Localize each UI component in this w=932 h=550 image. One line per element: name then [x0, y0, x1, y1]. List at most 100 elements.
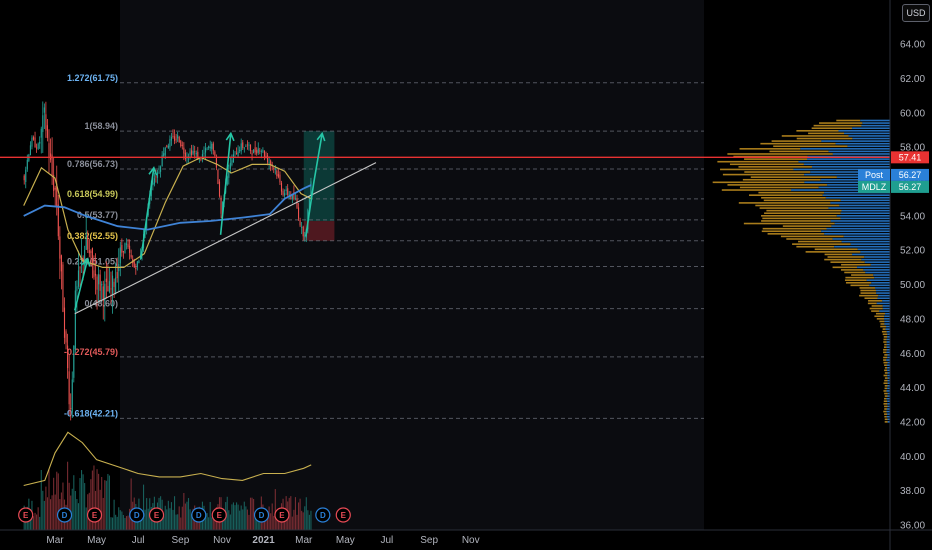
candle-body[interactable]	[79, 267, 81, 269]
candle-body[interactable]	[77, 270, 80, 287]
trendline[interactable]	[74, 162, 377, 315]
candle-body[interactable]	[257, 148, 259, 153]
candle-body[interactable]	[107, 285, 109, 292]
candle-body[interactable]	[262, 150, 264, 152]
candle-body[interactable]	[229, 162, 231, 169]
candle-body[interactable]	[105, 278, 107, 283]
candle-body[interactable]	[287, 188, 289, 195]
candle-body[interactable]	[253, 149, 255, 154]
trend-arrow[interactable]	[219, 133, 232, 235]
candle-body[interactable]	[228, 171, 230, 178]
candle-body[interactable]	[232, 154, 235, 163]
candle-body[interactable]	[45, 114, 47, 131]
candle-body[interactable]	[110, 288, 112, 290]
candle-body[interactable]	[263, 150, 266, 157]
candle-body[interactable]	[122, 251, 124, 253]
candle-body[interactable]	[136, 261, 138, 268]
candle-body[interactable]	[169, 139, 171, 148]
candle-body[interactable]	[101, 284, 103, 286]
candle-body[interactable]	[54, 187, 56, 190]
candle-body[interactable]	[254, 147, 256, 153]
position-loss-zone[interactable]	[303, 221, 335, 241]
candle-body[interactable]	[180, 140, 182, 147]
candle-body[interactable]	[284, 193, 286, 196]
earnings-marker[interactable]	[274, 507, 290, 523]
candle-body[interactable]	[138, 260, 140, 263]
candle-body[interactable]	[267, 155, 269, 163]
candle-body[interactable]	[226, 176, 228, 185]
candle-body[interactable]	[293, 192, 295, 200]
candle-body[interactable]	[127, 244, 129, 248]
candle-body[interactable]	[59, 236, 61, 259]
candle-body[interactable]	[163, 153, 165, 157]
candle-body[interactable]	[203, 152, 205, 154]
candle-body[interactable]	[71, 379, 73, 413]
candle-body[interactable]	[234, 151, 236, 153]
candle-body[interactable]	[42, 115, 44, 133]
candle-body[interactable]	[166, 145, 168, 147]
candle-body[interactable]	[310, 181, 312, 196]
candle-body[interactable]	[270, 160, 272, 165]
candle-body[interactable]	[277, 174, 279, 177]
candle-body[interactable]	[299, 220, 301, 226]
candle-body[interactable]	[81, 257, 83, 266]
candle-body[interactable]	[301, 226, 303, 228]
candle-body[interactable]	[192, 151, 194, 154]
candle-body[interactable]	[32, 137, 35, 140]
candle-body[interactable]	[158, 171, 160, 173]
candle-body[interactable]	[246, 144, 248, 146]
candle-body[interactable]	[119, 247, 121, 264]
candle-body[interactable]	[70, 407, 72, 409]
candle-body[interactable]	[201, 154, 204, 158]
candle-body[interactable]	[211, 143, 213, 149]
layer-candles[interactable]	[23, 101, 312, 421]
candle-body[interactable]	[63, 307, 66, 338]
candle-body[interactable]	[161, 155, 163, 167]
candle-body[interactable]	[214, 151, 216, 156]
candle-body[interactable]	[276, 170, 278, 176]
candle-body[interactable]	[98, 274, 100, 285]
candle-body[interactable]	[172, 135, 174, 137]
candle-body[interactable]	[68, 371, 70, 405]
earnings-marker[interactable]	[86, 507, 103, 523]
candle-body[interactable]	[285, 189, 287, 191]
candle-body[interactable]	[175, 138, 177, 140]
candle-body[interactable]	[76, 286, 78, 291]
candle-body[interactable]	[29, 145, 31, 156]
candle-body[interactable]	[108, 281, 111, 292]
candle-body[interactable]	[67, 345, 69, 369]
candle-body[interactable]	[240, 143, 242, 152]
candle-body[interactable]	[104, 283, 106, 302]
candle-body[interactable]	[197, 151, 199, 160]
candle-body[interactable]	[256, 150, 258, 154]
candle-body[interactable]	[215, 157, 217, 168]
candle-body[interactable]	[121, 245, 123, 253]
earnings-marker[interactable]	[335, 507, 351, 523]
candle-body[interactable]	[153, 178, 155, 185]
candle-body[interactable]	[208, 146, 210, 148]
candle-body[interactable]	[248, 144, 250, 146]
candle-body[interactable]	[51, 154, 53, 176]
candle-body[interactable]	[125, 243, 128, 245]
candle-body[interactable]	[274, 168, 276, 170]
candle-body[interactable]	[245, 146, 247, 147]
candle-body[interactable]	[206, 148, 208, 150]
candle-body[interactable]	[273, 167, 275, 169]
candle-body[interactable]	[50, 153, 52, 160]
candle-body[interactable]	[87, 235, 89, 250]
candle-body[interactable]	[296, 198, 298, 208]
candle-body[interactable]	[298, 207, 300, 219]
candle-body[interactable]	[200, 159, 202, 160]
candle-body[interactable]	[212, 143, 214, 151]
candle-body[interactable]	[217, 169, 219, 184]
candle-body[interactable]	[174, 136, 176, 141]
candle-body[interactable]	[57, 204, 59, 237]
candle-body[interactable]	[34, 137, 36, 148]
candle-body[interactable]	[236, 152, 238, 155]
earnings-marker[interactable]	[148, 507, 165, 523]
candle-body[interactable]	[31, 137, 33, 147]
dividend-marker[interactable]	[253, 507, 270, 523]
candle-body[interactable]	[99, 274, 101, 291]
candle-body[interactable]	[167, 145, 169, 149]
candle-body[interactable]	[88, 250, 90, 254]
